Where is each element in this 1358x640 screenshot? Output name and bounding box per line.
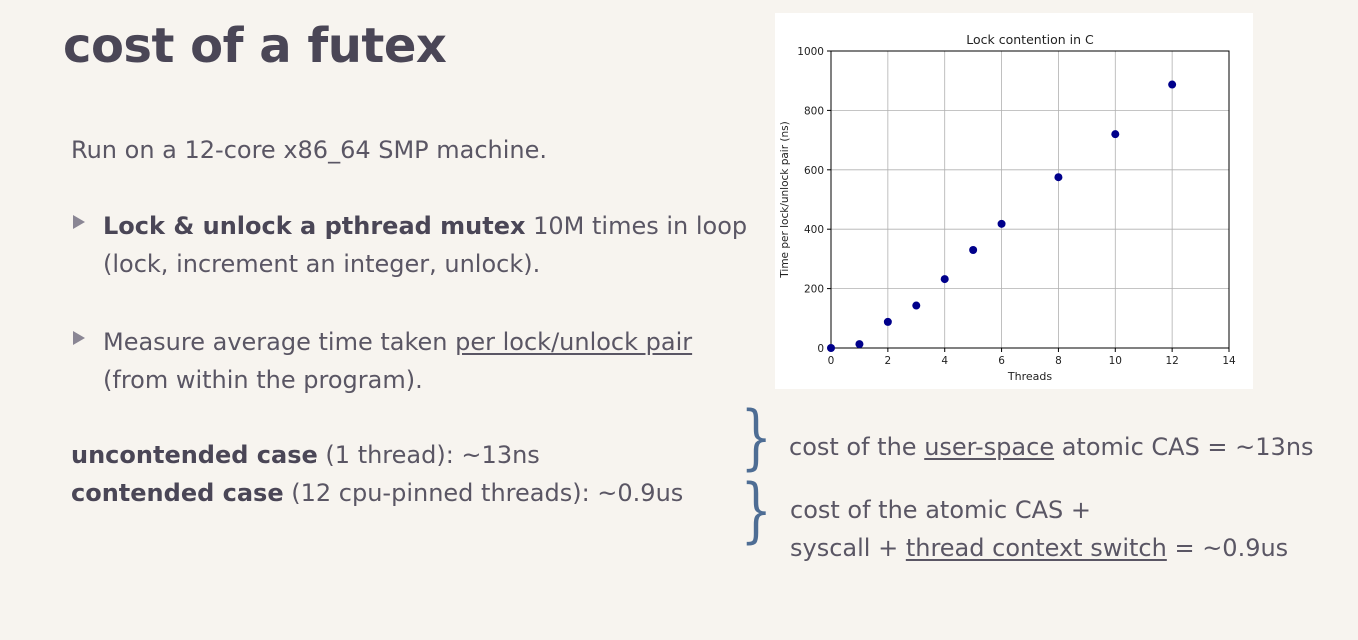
x-tick-label: 12 <box>1165 355 1178 367</box>
bullet-underlined-text: per lock/unlock pair <box>455 328 693 356</box>
bullet-line-1: Lock & unlock a pthread mutex 10M times … <box>103 207 747 245</box>
data-point <box>912 301 921 310</box>
data-point <box>855 340 864 349</box>
note-text: atomic CAS = ~13ns <box>1054 433 1314 461</box>
data-point <box>1054 173 1063 182</box>
data-point <box>940 275 949 284</box>
note-user-space-cost: cost of the user-space atomic CAS = ~13n… <box>789 428 1314 466</box>
note-text: syscall + <box>790 534 906 562</box>
note-line-2: syscall + thread context switch = ~0.9us <box>790 529 1288 567</box>
y-tick-label: 400 <box>804 224 824 236</box>
x-tick-label: 8 <box>1055 355 1062 367</box>
x-tick-label: 14 <box>1222 355 1236 367</box>
uncontended-label: uncontended case <box>71 441 318 469</box>
bullet-bold-text: Lock & unlock a pthread mutex <box>103 212 526 240</box>
data-point <box>827 344 835 352</box>
contended-label: contended case <box>71 479 284 507</box>
bullet-text: Measure average time taken <box>103 328 456 356</box>
note-underlined-text: thread context switch <box>905 534 1167 562</box>
plot-frame <box>830 50 1230 349</box>
uncontended-case: uncontended case (1 thread): ~13ns <box>71 436 683 474</box>
bullet-line-2: (from within the program). <box>103 366 423 394</box>
chart-svg: 0 2 4 6 8 10 12 14 0 200 400 600 800 1000 Lock content… <box>779 32 1236 383</box>
y-tick-label: 600 <box>804 165 824 177</box>
contended-case: contended case (12 cpu-pinned threads): … <box>71 474 683 512</box>
bullet-triangle-icon <box>73 215 85 229</box>
contended-value: (12 cpu-pinned threads): ~0.9us <box>283 479 684 507</box>
bullet-line-2: (lock, increment an integer, unlock). <box>103 250 541 278</box>
intro-text: Run on a 12-core x86_64 SMP machine. <box>71 136 548 164</box>
data-point <box>1168 80 1177 89</box>
data-point <box>969 245 978 254</box>
uncontended-value: (1 thread): ~13ns <box>317 441 540 469</box>
note-text: cost of the <box>789 433 925 461</box>
note-line-1: cost of the atomic CAS + <box>790 496 1092 524</box>
slide-title: cost of a futex <box>63 18 447 74</box>
data-point <box>997 219 1006 228</box>
note-underlined-text: user-space <box>924 433 1055 461</box>
x-tick-label: 10 <box>1109 355 1122 367</box>
data-point <box>883 317 892 326</box>
curly-brace-icon: } <box>740 396 772 478</box>
x-tick-label: 6 <box>998 355 1005 367</box>
x-tick-label: 0 <box>828 355 835 367</box>
x-tick-label: 2 <box>885 355 892 367</box>
bullet-text: 10M times in loop <box>525 212 748 240</box>
chart-title: Lock contention in C <box>966 32 1094 47</box>
y-tick-label: 0 <box>817 343 824 355</box>
note-contended-cost: cost of the atomic CAS + syscall + threa… <box>790 491 1288 567</box>
bullet-line-1: Measure average time taken per lock/unlo… <box>103 323 743 361</box>
y-tick-label: 1000 <box>797 46 824 58</box>
y-tick-label: 200 <box>804 284 824 296</box>
bullet-triangle-icon <box>73 331 85 345</box>
x-axis-label: Threads <box>1007 370 1052 383</box>
y-tick-label: 800 <box>804 105 824 117</box>
x-tick-label: 4 <box>941 355 948 367</box>
note-text: = ~0.9us <box>1166 534 1289 562</box>
bullet-measure: Measure average time taken per lock/unlo… <box>73 323 743 399</box>
y-axis-label: Time per lock/unlock pair (ns) <box>779 121 791 278</box>
cases-summary: uncontended case (1 thread): ~13ns conte… <box>71 436 683 512</box>
data-point <box>1111 130 1120 139</box>
curly-brace-icon: } <box>740 469 772 551</box>
bullet-lock-unlock: Lock & unlock a pthread mutex 10M times … <box>73 207 747 283</box>
lock-contention-chart: 0 2 4 6 8 10 12 14 0 200 400 600 800 1000 Lock content… <box>775 13 1253 389</box>
